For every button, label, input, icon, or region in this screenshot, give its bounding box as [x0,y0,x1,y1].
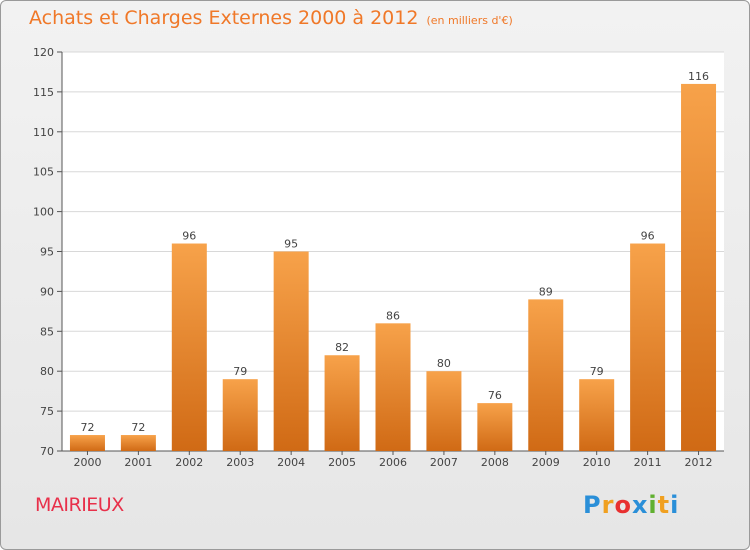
y-tick-label: 105 [33,166,54,179]
bar-value-label: 86 [386,309,400,322]
bar [579,379,615,451]
bar-value-label: 96 [641,230,655,243]
y-tick-label: 120 [33,46,54,59]
y-tick-label: 75 [40,405,54,418]
bar [681,83,717,452]
bar-value-label: 72 [131,421,145,434]
y-tick-label: 80 [40,365,54,378]
bar-value-label: 80 [437,357,451,370]
bar-value-label: 89 [539,285,553,298]
y-tick-label: 110 [33,126,54,139]
bar [69,435,105,451]
logo-letter: P [583,491,602,519]
x-tick-label: 2011 [634,456,662,469]
chart-title: Achats et Charges Externes 2000 à 2012 (e… [29,7,513,29]
logo-letter: o [614,491,632,519]
bar-value-label: 82 [335,341,349,354]
bar [375,323,411,451]
x-tick-label: 2003 [226,456,254,469]
x-tick-label: 2010 [583,456,611,469]
y-tick-label: 95 [40,246,54,259]
bar-value-label: 79 [590,365,604,378]
bar [426,371,462,451]
logo-letter: t [657,491,671,519]
y-tick-label: 90 [40,285,54,298]
bar [222,379,258,451]
logo-letter: r [601,491,615,519]
bar [120,435,156,451]
y-tick-label: 100 [33,206,54,219]
x-tick-label: 2009 [532,456,560,469]
bar [477,403,513,451]
bar [528,299,564,451]
y-tick-label: 85 [40,325,54,338]
bar-value-label: 96 [182,230,196,243]
logo-letter: i [648,491,658,519]
x-tick-label: 2001 [124,456,152,469]
commune-name: MAIRIEUX [35,494,124,516]
bar-value-label: 72 [80,421,94,434]
y-tick-label: 115 [33,86,54,99]
proxiti-logo: Proxiti [583,491,679,519]
bar [324,355,360,451]
x-tick-label: 2008 [481,456,509,469]
bar [630,243,666,451]
logo-letter: i [670,491,680,519]
x-tick-label: 2005 [328,456,356,469]
x-tick-label: 2000 [73,456,101,469]
x-tick-label: 2012 [685,456,713,469]
bar [273,251,309,451]
bar [171,243,207,451]
x-tick-label: 2004 [277,456,305,469]
x-tick-label: 2002 [175,456,203,469]
x-tick-label: 2007 [430,456,458,469]
bar-value-label: 76 [488,389,502,402]
bar-value-label: 79 [233,365,247,378]
x-tick-label: 2006 [379,456,407,469]
chart-title-text: Achats et Charges Externes 2000 à 2012 [29,7,419,29]
y-tick-label: 70 [40,445,54,458]
bar-value-label: 95 [284,238,298,251]
bar-value-label: 116 [688,70,709,83]
chart-subtitle: (en milliers d'€) [426,14,513,27]
logo-letter: x [631,491,649,519]
